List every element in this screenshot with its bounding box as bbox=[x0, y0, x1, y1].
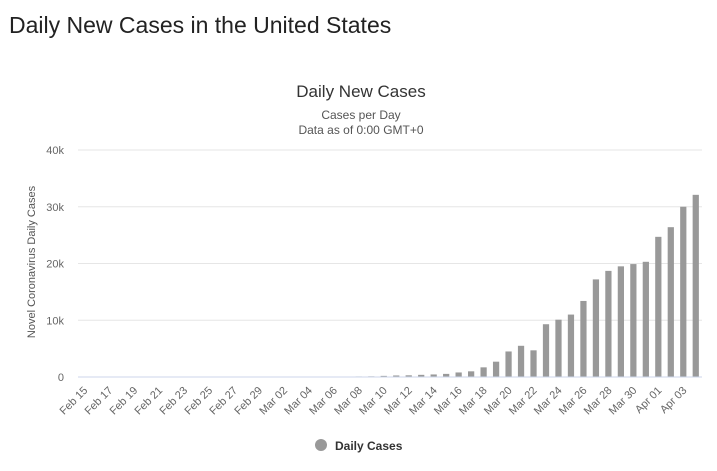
bar[interactable] bbox=[443, 373, 450, 377]
bar[interactable] bbox=[480, 367, 487, 377]
bar[interactable] bbox=[630, 264, 637, 377]
chart-title: Daily New Cases bbox=[296, 82, 425, 101]
bar[interactable] bbox=[530, 350, 537, 377]
y-tick-label: 20k bbox=[46, 259, 64, 271]
bars bbox=[255, 194, 699, 377]
bar[interactable] bbox=[393, 375, 400, 377]
bar[interactable] bbox=[430, 374, 437, 377]
bar[interactable] bbox=[492, 361, 500, 377]
x-tick-label: Mar 30 bbox=[607, 385, 640, 418]
y-tick-label: 0 bbox=[58, 372, 64, 384]
bar[interactable] bbox=[380, 375, 387, 377]
chart-subtitle-2: Data as of 0:00 GMT+0 bbox=[298, 123, 423, 137]
bar[interactable] bbox=[555, 319, 562, 377]
x-tick-label: Apr 03 bbox=[658, 385, 689, 416]
bar[interactable] bbox=[580, 300, 587, 377]
bar[interactable] bbox=[418, 374, 425, 377]
bar[interactable] bbox=[505, 351, 512, 377]
y-tick-label: 40k bbox=[46, 145, 64, 157]
y-tick-label: 30k bbox=[46, 202, 64, 214]
bar[interactable] bbox=[605, 270, 612, 377]
bar[interactable] bbox=[592, 279, 600, 377]
y-tick-label: 10k bbox=[46, 315, 64, 327]
bar[interactable] bbox=[455, 372, 462, 377]
bar[interactable] bbox=[655, 236, 662, 377]
bar[interactable] bbox=[692, 194, 699, 377]
bar[interactable] bbox=[667, 227, 674, 377]
bar[interactable] bbox=[405, 375, 412, 377]
bar[interactable] bbox=[542, 324, 550, 377]
chart-subtitle-1: Cases per Day bbox=[321, 108, 400, 122]
bar[interactable] bbox=[567, 314, 575, 377]
legend[interactable]: Daily Cases bbox=[315, 439, 403, 453]
y-axis-title: Novel Coronavirus Daily Cases bbox=[26, 185, 38, 338]
y-axis-ticks: 0 10k 20k 30k 40k bbox=[46, 145, 64, 384]
bar[interactable] bbox=[617, 266, 624, 377]
x-tick-label: Apr 01 bbox=[633, 385, 664, 416]
page-title: Daily New Cases in the United States bbox=[9, 12, 392, 38]
bar[interactable] bbox=[517, 345, 525, 377]
bar[interactable] bbox=[642, 261, 649, 377]
bar[interactable] bbox=[680, 206, 687, 377]
legend-label[interactable]: Daily Cases bbox=[335, 439, 403, 453]
bar[interactable] bbox=[468, 371, 475, 377]
legend-marker bbox=[315, 439, 327, 451]
